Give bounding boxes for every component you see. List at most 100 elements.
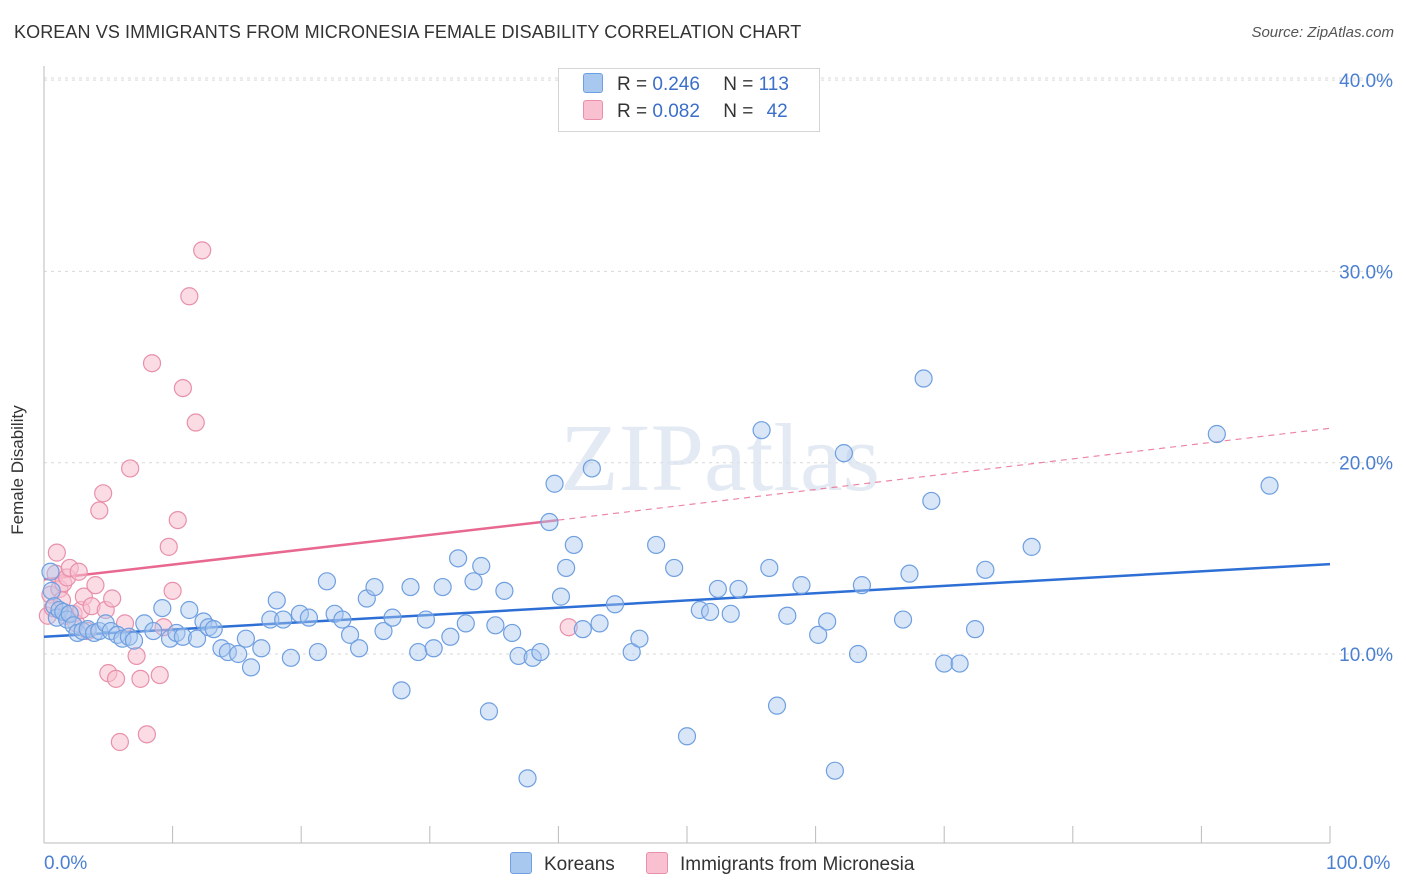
micronesia-point <box>47 543 66 562</box>
micronesia-point <box>131 669 150 688</box>
korean-point <box>42 581 61 600</box>
korean-point <box>113 629 132 648</box>
legend-n-label: N = <box>723 74 754 95</box>
korean-point <box>778 606 797 625</box>
korean-point <box>950 654 969 673</box>
micronesia-point <box>137 725 156 744</box>
korean-point <box>365 577 384 597</box>
korean-point <box>204 620 223 639</box>
korean-point <box>818 612 837 631</box>
korean-point <box>433 577 452 597</box>
legend-row-koreans: R = 0.246 N = 113 <box>583 73 789 99</box>
korean-point <box>441 627 460 646</box>
korean-point <box>448 549 468 568</box>
korean-point <box>605 595 625 614</box>
micronesia-point <box>69 562 88 581</box>
korean-point <box>965 620 985 639</box>
korean-point <box>509 646 528 666</box>
micronesia-point <box>110 732 129 752</box>
korean-point <box>809 625 828 644</box>
korean-point <box>241 658 261 677</box>
korean-point <box>752 421 771 440</box>
korean-point <box>721 604 740 623</box>
korean-point <box>1207 424 1226 444</box>
micronesia-point <box>180 287 199 306</box>
micronesia-point <box>103 589 122 608</box>
korean-point <box>551 587 571 606</box>
y-tick-label: 40.0% <box>1339 71 1393 92</box>
legend-r-label: R = <box>617 74 648 95</box>
korean-point <box>124 631 144 650</box>
korean-point <box>479 702 499 721</box>
y-tick-label: 30.0% <box>1339 262 1393 283</box>
korean-point <box>518 769 537 788</box>
korean-point <box>582 459 601 478</box>
korean-point <box>590 614 609 633</box>
korean-point <box>153 598 172 618</box>
korean-point <box>647 535 666 555</box>
korean-point <box>252 639 271 658</box>
micronesia-point <box>142 354 162 373</box>
bottom-legend-swatch-micronesia <box>646 852 668 874</box>
korean-point <box>144 621 163 641</box>
korean-point <box>531 642 550 662</box>
korean-point <box>236 629 256 648</box>
korean-point <box>261 610 280 629</box>
korean-point <box>976 560 995 579</box>
x-tick-label-min: 0.0% <box>44 853 88 874</box>
legend-r-value: 0.082 <box>652 101 700 122</box>
korean-trend-line <box>43 562 1331 639</box>
legend-r-value: 0.246 <box>652 74 700 95</box>
y-tick-labels: 10.0% 20.0% 30.0% 40.0% <box>1339 71 1393 666</box>
legend-r-label: R = <box>617 101 648 122</box>
korean-point <box>194 612 213 631</box>
x-tick-label-max: 100.0% <box>1326 853 1391 874</box>
micronesia-point <box>173 378 192 398</box>
korean-point <box>187 629 207 648</box>
korean-point <box>60 604 79 623</box>
korean-point <box>677 727 697 746</box>
legend: R = 0.246 N = 113 R = 0.082 N = 42 <box>558 68 820 132</box>
legend-swatch-micronesia <box>583 100 603 120</box>
korean-point <box>503 623 522 643</box>
korean-point <box>622 642 641 662</box>
watermark: ZIPatlas <box>560 404 880 511</box>
korean-point <box>564 535 583 555</box>
bottom-legend: Koreans Immigrants from Micronesia <box>0 852 1406 878</box>
korean-point <box>464 572 483 591</box>
legend-n-label: N = <box>723 101 754 122</box>
korean-point <box>281 648 301 667</box>
legend-n-value: 113 <box>758 74 789 95</box>
korean-point <box>374 621 393 641</box>
micronesia-point <box>106 669 126 688</box>
korean-point <box>392 681 411 700</box>
korean-point <box>299 608 319 627</box>
korean-point <box>274 610 293 629</box>
micronesia-point <box>168 510 187 530</box>
legend-row-micronesia: R = 0.082 N = 42 <box>583 100 788 126</box>
korean-point <box>557 558 576 578</box>
korean-point <box>825 761 844 780</box>
bottom-legend-label: Koreans <box>544 854 615 875</box>
korean-point <box>416 610 436 629</box>
korean-point <box>760 558 779 578</box>
korean-point <box>922 491 941 511</box>
korean-point <box>1260 476 1279 495</box>
bottom-legend-swatch-koreans <box>510 852 532 874</box>
korean-point <box>401 577 420 597</box>
micronesia-trend-line <box>43 518 559 581</box>
korean-point <box>340 625 360 644</box>
korean-point <box>893 610 913 629</box>
korean-point <box>349 639 369 658</box>
korean-point <box>317 572 337 591</box>
korean-point <box>545 474 564 493</box>
micronesia-point <box>150 665 169 685</box>
korean-point <box>914 369 933 388</box>
chart-title: KOREAN VS IMMIGRANTS FROM MICRONESIA FEM… <box>14 22 802 42</box>
korean-point <box>267 591 286 610</box>
korean-point <box>424 639 443 658</box>
legend-swatch-koreans <box>583 73 603 93</box>
korean-point <box>290 604 310 623</box>
micronesia-point <box>559 618 578 637</box>
axes <box>43 66 1331 844</box>
